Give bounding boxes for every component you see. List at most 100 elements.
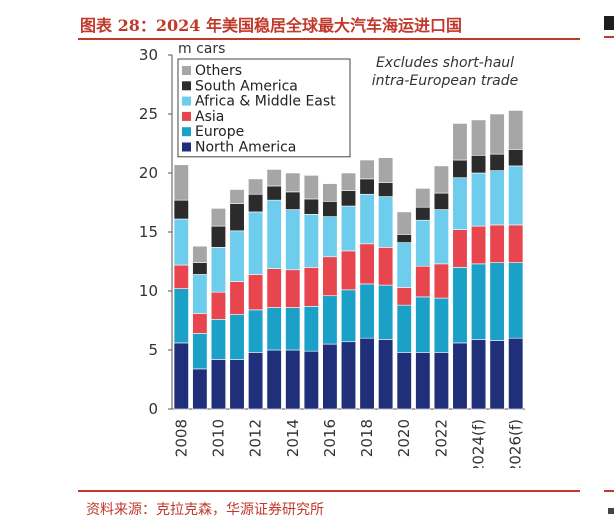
- bar-segment-europe: [396, 304, 412, 353]
- bar-segment-south-america: [322, 201, 338, 217]
- bar-segment-south-america: [285, 191, 301, 210]
- legend-swatch: [182, 127, 191, 137]
- x-tick-label: 2024(f): [470, 419, 488, 468]
- bar-segment-asia: [285, 269, 301, 308]
- bar-segment-europe: [192, 333, 208, 370]
- bar-segment-others: [452, 123, 468, 161]
- bar-segment-africa-middle-east: [192, 274, 208, 314]
- bar-segment-north-america: [378, 339, 394, 410]
- source-divider: [78, 490, 580, 492]
- bar-segment-north-america: [303, 350, 319, 410]
- bar-segment-others: [396, 211, 412, 235]
- bar-segment-asia: [471, 225, 487, 265]
- bar-segment-africa-middle-east: [210, 247, 226, 293]
- x-tick-label: 2020: [395, 419, 413, 457]
- cropped-edge-dot: [608, 508, 614, 514]
- bar-segment-north-america: [508, 337, 524, 410]
- bar-segment-africa-middle-east: [303, 214, 319, 268]
- y-tick-label: 15: [139, 223, 158, 241]
- bar-segment-asia: [266, 268, 282, 308]
- cropped-edge-marker: [604, 16, 614, 30]
- x-tick-label: 2010: [209, 419, 227, 457]
- x-tick-label: 2022: [432, 419, 450, 457]
- y-tick-label: 5: [148, 341, 158, 359]
- bar-segment-north-america: [248, 352, 264, 410]
- bar-segment-others: [285, 172, 301, 193]
- bar-segment-asia: [210, 291, 226, 320]
- x-tick-label: 2026(f): [507, 419, 525, 468]
- bar-segment-asia: [415, 265, 431, 298]
- bar-segment-north-america: [452, 342, 468, 410]
- bar-segment-others: [229, 189, 245, 204]
- x-tick-label: 2012: [247, 419, 265, 457]
- legend-label: North America: [195, 140, 296, 156]
- y-unit-label: m cars: [178, 41, 225, 57]
- legend-swatch: [182, 96, 191, 106]
- bar-segment-north-america: [192, 368, 208, 410]
- bar-segment-asia: [192, 313, 208, 334]
- bar-segment-others: [210, 208, 226, 227]
- bar-segment-europe: [359, 283, 375, 339]
- legend-swatch: [182, 81, 191, 91]
- bar-segment-south-america: [378, 182, 394, 197]
- bar-segment-north-america: [322, 343, 338, 410]
- bar-segment-others: [322, 183, 338, 202]
- bar-segment-others: [359, 159, 375, 180]
- bar-segment-africa-middle-east: [433, 209, 449, 265]
- bar-segment-africa-middle-east: [489, 170, 505, 226]
- bar-segment-europe: [210, 319, 226, 360]
- cropped-edge-rule-bottom: [604, 490, 614, 492]
- bar-segment-africa-middle-east: [359, 193, 375, 245]
- bar-segment-others: [508, 110, 524, 150]
- y-tick-label: 0: [148, 400, 158, 418]
- bar-segment-south-america: [415, 206, 431, 221]
- bar-segment-europe: [471, 263, 487, 340]
- cropped-edge-rule: [604, 36, 614, 38]
- bar-segment-europe: [303, 306, 319, 352]
- bar-segment-south-america: [248, 193, 264, 213]
- bar-segment-europe: [378, 284, 394, 340]
- y-tick-label: 20: [139, 164, 158, 182]
- bar-segment-asia: [359, 243, 375, 285]
- bar-segment-asia: [396, 287, 412, 306]
- y-tick-label: 25: [139, 105, 158, 123]
- bar-segment-europe: [248, 309, 264, 353]
- bar-segment-others: [489, 113, 505, 155]
- bar-segment-africa-middle-east: [471, 172, 487, 227]
- bar-segment-others: [303, 175, 319, 200]
- legend-swatch: [182, 111, 191, 121]
- bar-segment-north-america: [266, 349, 282, 410]
- bar-segment-others: [415, 188, 431, 208]
- bar-segment-north-america: [340, 341, 357, 410]
- bar-segment-others: [378, 157, 394, 183]
- legend-label: Others: [195, 63, 242, 79]
- title-bar: 图表 28：2024 年美国稳居全球最大汽车海运进口国: [78, 6, 580, 40]
- bar-segment-others: [248, 178, 264, 195]
- legend-label: South America: [195, 78, 298, 94]
- bar-segment-africa-middle-east: [378, 196, 394, 248]
- bar-segment-others: [340, 172, 357, 192]
- bar-segment-south-america: [489, 153, 505, 171]
- legend-box: [177, 58, 351, 158]
- bar-segment-asia: [433, 263, 449, 299]
- bar-segment-europe: [173, 288, 189, 344]
- bar-segment-africa-middle-east: [452, 177, 468, 230]
- bar-segment-europe: [322, 295, 338, 345]
- bar-segment-europe: [229, 314, 245, 360]
- x-tick-label: 2018: [358, 419, 376, 457]
- bar-segment-africa-middle-east: [396, 242, 412, 288]
- bar-segment-asia: [489, 224, 505, 263]
- bar-segment-asia: [452, 229, 468, 268]
- bar-segment-north-america: [229, 359, 245, 410]
- bar-segment-north-america: [285, 349, 301, 410]
- bar-segment-asia: [248, 274, 264, 311]
- bar-segment-others: [173, 164, 189, 201]
- bar-segment-europe: [452, 267, 468, 344]
- bar-segment-north-america: [210, 359, 226, 410]
- bar-segment-europe: [285, 307, 301, 351]
- bar-segment-asia: [340, 250, 357, 291]
- bar-segment-africa-middle-east: [248, 211, 264, 275]
- bar-segment-africa-middle-east: [322, 216, 338, 258]
- bar-segment-europe: [415, 296, 431, 353]
- bar-segment-africa-middle-east: [340, 205, 357, 252]
